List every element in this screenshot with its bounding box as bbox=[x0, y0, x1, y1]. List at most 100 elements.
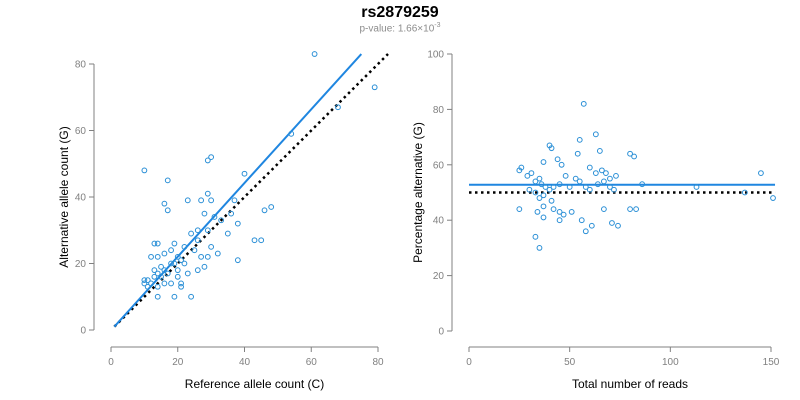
data-point bbox=[574, 150, 581, 157]
data-point bbox=[218, 217, 225, 224]
data-point bbox=[148, 253, 154, 260]
x-axis-title: Total number of reads bbox=[572, 377, 688, 391]
right-plot: 0 20 40 60 80 100 0 50 100 150 Total number of rea… bbox=[411, 50, 780, 392]
data-point bbox=[171, 240, 178, 247]
data-point bbox=[536, 245, 543, 251]
y-tick-label: 60 bbox=[433, 160, 445, 171]
data-point bbox=[204, 253, 211, 260]
data-point bbox=[558, 161, 565, 168]
y-tick-label: 20 bbox=[433, 271, 445, 282]
x-tick-label: 60 bbox=[306, 357, 318, 368]
data-point bbox=[627, 150, 633, 157]
data-point bbox=[550, 184, 557, 190]
data-point bbox=[592, 131, 599, 138]
data-point bbox=[586, 186, 593, 193]
x-tick-label: 150 bbox=[763, 357, 780, 368]
data-point bbox=[288, 130, 295, 137]
data-point bbox=[258, 237, 265, 244]
data-point bbox=[141, 167, 148, 174]
data-point bbox=[562, 172, 569, 179]
data-point bbox=[532, 178, 539, 185]
data-point bbox=[261, 207, 268, 214]
data-point bbox=[234, 220, 241, 227]
data-point bbox=[204, 157, 211, 164]
data-point bbox=[171, 293, 178, 300]
data-point bbox=[158, 273, 164, 280]
data-point bbox=[627, 206, 633, 213]
data-point bbox=[594, 181, 601, 188]
data-point bbox=[141, 277, 148, 284]
data-point bbox=[158, 263, 164, 270]
data-point bbox=[214, 250, 221, 257]
y-axis-title: Percentage alternative (G) bbox=[411, 122, 425, 263]
data-point bbox=[168, 260, 174, 267]
x-tick-label: 80 bbox=[372, 357, 384, 368]
y-tick-label: 80 bbox=[75, 60, 87, 71]
data-point bbox=[161, 250, 168, 257]
fit-line bbox=[113, 53, 363, 328]
data-point bbox=[566, 184, 573, 190]
chart-subtitle: p-value: 1.66×10-3 bbox=[0, 22, 800, 34]
data-point bbox=[576, 136, 583, 143]
data-point bbox=[516, 206, 523, 213]
data-point bbox=[164, 207, 171, 214]
data-point bbox=[208, 243, 215, 250]
data-point bbox=[204, 190, 211, 197]
x-tick-label: 50 bbox=[564, 357, 576, 368]
data-point bbox=[154, 253, 161, 260]
data-point bbox=[613, 172, 619, 179]
data-point bbox=[556, 181, 563, 188]
data-point bbox=[582, 228, 589, 235]
data-point bbox=[607, 175, 613, 182]
data-point bbox=[208, 154, 215, 161]
data-point bbox=[548, 145, 555, 152]
data-point bbox=[198, 197, 205, 204]
data-point bbox=[548, 197, 555, 204]
data-point bbox=[611, 186, 617, 193]
data-point bbox=[164, 270, 171, 277]
data-point bbox=[582, 184, 589, 190]
data-point bbox=[171, 260, 178, 267]
data-point bbox=[532, 189, 539, 196]
data-point bbox=[201, 210, 208, 217]
data-point bbox=[540, 214, 547, 221]
data-point bbox=[141, 280, 148, 287]
data-point bbox=[168, 280, 174, 287]
data-point bbox=[607, 184, 613, 190]
data-point bbox=[526, 186, 533, 193]
data-point bbox=[268, 204, 275, 210]
data-point bbox=[234, 257, 241, 264]
data-point bbox=[164, 177, 171, 184]
data-point bbox=[598, 167, 605, 174]
data-point bbox=[178, 280, 184, 287]
data-point bbox=[148, 280, 154, 287]
data-point bbox=[532, 233, 539, 240]
data-point bbox=[188, 230, 195, 237]
data-point bbox=[161, 280, 168, 287]
data-point bbox=[204, 227, 211, 234]
data-point bbox=[580, 100, 587, 107]
data-point bbox=[231, 197, 238, 204]
data-point bbox=[592, 170, 599, 177]
left-plot: 0 20 40 60 80 0 20 40 60 80 Reference allele count… bbox=[57, 51, 389, 391]
data-point bbox=[154, 240, 161, 247]
data-point bbox=[588, 222, 595, 229]
data-point bbox=[556, 217, 563, 224]
data-point bbox=[184, 197, 191, 204]
data-point bbox=[758, 170, 764, 177]
data-point bbox=[578, 217, 585, 224]
data-point bbox=[168, 247, 174, 254]
x-axis-title: Reference allele count (C) bbox=[185, 377, 324, 391]
data-point bbox=[198, 253, 205, 260]
x-tick-label: 100 bbox=[662, 357, 679, 368]
data-point bbox=[609, 220, 615, 226]
data-point bbox=[524, 172, 531, 179]
x-tick-label: 40 bbox=[239, 357, 251, 368]
y-tick-label: 40 bbox=[75, 193, 87, 204]
data-point bbox=[151, 273, 158, 280]
y-tick-label: 100 bbox=[427, 50, 444, 61]
data-point bbox=[546, 186, 553, 193]
data-point bbox=[550, 206, 557, 213]
data-point bbox=[540, 159, 547, 165]
